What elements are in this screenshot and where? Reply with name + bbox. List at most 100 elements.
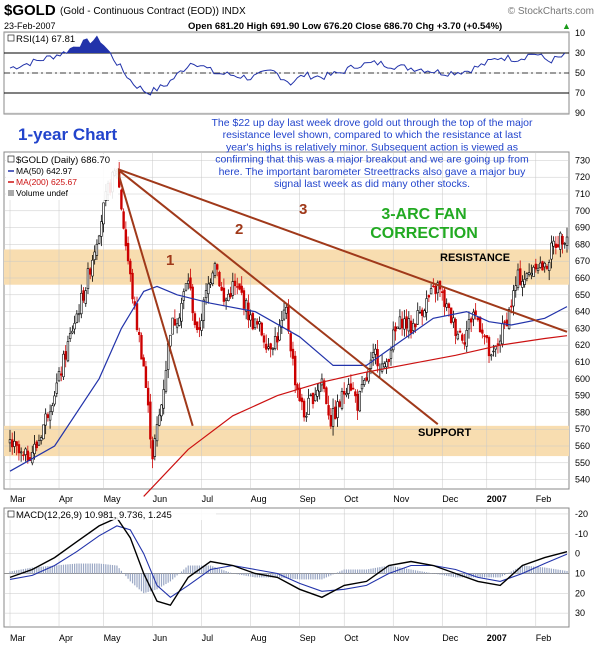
price-candle-body (236, 286, 239, 288)
price-candle-body (53, 395, 56, 405)
price-candle-body (202, 299, 206, 321)
price-candle-body (42, 424, 45, 440)
macd-histogram-bar (67, 564, 69, 574)
price-candle-body (311, 392, 315, 405)
macd-histogram-bar (102, 564, 105, 574)
price-candle-body (256, 321, 259, 325)
macd-histogram-bar (497, 573, 499, 578)
price-candle-body (425, 298, 428, 313)
price-tick-label: 670 (575, 256, 590, 266)
macd-histogram-bar (247, 573, 249, 577)
price-candle-body (216, 264, 219, 270)
macd-histogram-bar (47, 566, 49, 574)
macd-histogram-bar (412, 569, 414, 574)
price-candle-body (561, 236, 564, 245)
price-candle-body (91, 259, 94, 277)
macd-histogram-bar (189, 565, 192, 574)
price-candle-body (247, 302, 250, 321)
macd-histogram-bar (410, 569, 412, 574)
macd-histogram-bar (312, 573, 314, 580)
macd-histogram-bar (506, 573, 508, 574)
macd-x-label: May (104, 633, 122, 643)
macd-histogram-bar (557, 569, 559, 574)
macd-histogram-bar (176, 573, 178, 576)
macd-x-label: Mar (10, 633, 26, 643)
macd-histogram-bar (303, 573, 305, 580)
macd-histogram-bar (439, 573, 441, 575)
macd-histogram-bar (223, 570, 225, 574)
macd-histogram-bar (100, 563, 102, 574)
price-candle-body (162, 389, 165, 409)
price-candle-body (322, 380, 326, 389)
macd-histogram-bar (51, 565, 53, 574)
price-candle-body (554, 243, 558, 248)
price-candle-body (556, 244, 560, 248)
legend-volume: Volume undef (16, 188, 69, 198)
price-candle-body (191, 286, 194, 314)
macd-histogram-bar (361, 569, 363, 574)
macd-x-label: Apr (59, 633, 73, 643)
macd-histogram-bar (539, 567, 541, 574)
price-candle-body (519, 268, 522, 285)
price-candle-body (503, 321, 506, 323)
macd-histogram-bar (466, 573, 468, 578)
price-candle-body (383, 363, 386, 368)
macd-histogram-bar (450, 573, 452, 577)
price-candle-body (285, 307, 288, 314)
macd-x-label: Dec (442, 633, 459, 643)
price-candle-body (394, 326, 397, 332)
price-candle-body (354, 391, 357, 397)
macd-histogram-bar (296, 573, 299, 580)
price-candle-body (24, 448, 27, 455)
macd-histogram-bar (368, 569, 370, 574)
rsi-label: RSI(14) 67.81 (16, 34, 75, 45)
price-candle-body (37, 440, 41, 446)
macd-tick-label: -20 (575, 509, 588, 519)
macd-histogram-bar (292, 573, 294, 579)
price-candle-body (238, 283, 241, 290)
price-tick-label: 700 (575, 206, 590, 216)
macd-histogram-bar (178, 573, 180, 574)
price-candle-body (461, 334, 464, 341)
macd-histogram-bar (49, 565, 51, 574)
commentary-line: here. The important barometer Streettrac… (219, 166, 527, 178)
macd-histogram-bar (423, 571, 426, 574)
price-candle-body (552, 240, 555, 247)
price-candle-body (338, 401, 341, 407)
price-candle-body (293, 355, 297, 386)
price-candle-body (463, 342, 466, 345)
macd-histogram-bar (245, 573, 247, 576)
price-candle-body (539, 262, 542, 268)
macd-histogram-bar (76, 563, 78, 574)
macd-histogram-bar (134, 573, 136, 586)
price-candle-body (260, 322, 263, 336)
price-candle-body (171, 317, 174, 335)
price-candle-body (485, 335, 488, 339)
macd-histogram-bar (316, 573, 319, 580)
macd-histogram-bar (301, 573, 303, 580)
price-candle-body (19, 451, 23, 454)
price-candle-body (218, 271, 221, 287)
macd-histogram-bar (203, 565, 205, 574)
macd-histogram-bar (9, 571, 11, 574)
price-candle-body (342, 391, 346, 395)
macd-histogram-bar (479, 573, 481, 578)
macd-histogram-bar (452, 573, 454, 578)
macd-histogram-bar (486, 573, 488, 578)
macd-histogram-bar (272, 573, 274, 578)
macd-histogram-bar (546, 567, 548, 574)
macd-histogram-bar (13, 570, 16, 574)
price-x-label: Jun (153, 494, 168, 504)
price-candle-body (550, 242, 553, 260)
macd-tick-label: 0 (575, 549, 580, 559)
price-candle-body (565, 236, 569, 246)
price-candle-body (516, 269, 520, 289)
macd-label: MACD(12,26,9) 10.981, 9.736, 1.245 (16, 510, 172, 521)
price-tick-label: 620 (575, 340, 590, 350)
price-candle-body (416, 310, 419, 325)
price-candle-body (280, 320, 284, 328)
price-candle-body (97, 235, 101, 244)
macd-histogram-bar (234, 573, 236, 574)
macd-histogram-bar (174, 573, 176, 578)
price-candle-body (158, 414, 161, 426)
